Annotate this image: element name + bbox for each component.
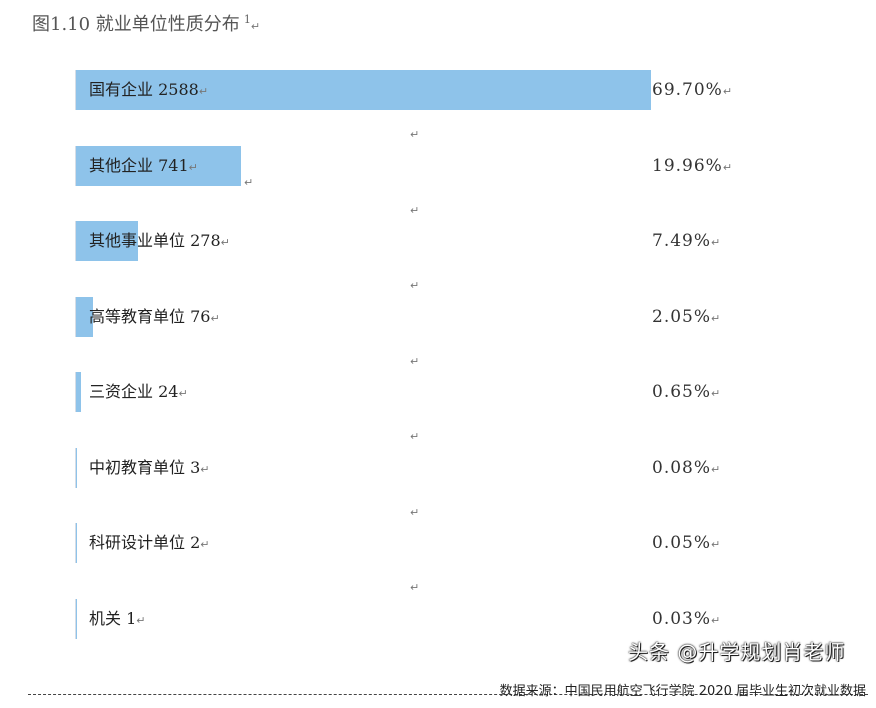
paragraph-mark-icon: ↵ (410, 279, 420, 292)
percent-label: 7.49%↵ (652, 231, 722, 251)
percent-label: 0.03%↵ (652, 608, 722, 629)
category-label: 其他事业单位 278↵ (89, 231, 230, 250)
title-footnote: 1 (243, 13, 251, 26)
watermark: 头条 @升学规划肖老师 (628, 640, 846, 664)
axis-tick (75, 70, 76, 110)
percent-label: 19.96%↵ (652, 155, 734, 176)
axis-tick (75, 598, 76, 639)
paragraph-mark-icon: ↵ (711, 311, 722, 325)
paragraph-mark-icon: ↵ (711, 387, 722, 400)
bar (76, 598, 77, 639)
paragraph-mark-icon: ↵ (722, 160, 734, 174)
bar (76, 296, 93, 337)
category-label: 高等教育单位 76↵ (89, 306, 220, 326)
paragraph-mark-icon: ↵ (711, 236, 722, 249)
paragraph-mark-icon: ↵ (210, 311, 220, 325)
category-label: 机关 1↵ (89, 608, 146, 628)
paragraph-mark-icon: ↵ (220, 236, 230, 249)
paragraph-mark-icon: ↵ (410, 354, 420, 368)
axis-tick (75, 447, 76, 488)
percent-label: 0.08%↵ (652, 457, 722, 478)
paragraph-mark-icon: ↵ (410, 505, 420, 519)
paragraph-mark-icon: ↵ (200, 538, 210, 551)
paragraph-mark-icon: ↵ (200, 462, 210, 476)
bar (76, 70, 651, 110)
chart-title: 图1.10 就业单位性质分布 1↵ (32, 13, 261, 35)
paragraph-mark-icon: ↵ (410, 203, 420, 217)
paragraph-mark-icon: ↵ (250, 20, 261, 33)
paragraph-mark-icon: ↵ (410, 581, 420, 594)
category-label: 科研设计单位 2↵ (89, 533, 210, 552)
bar (76, 372, 82, 412)
axis-tick (75, 523, 76, 563)
percent-label: 2.05%↵ (652, 306, 722, 327)
axis-tick (75, 221, 76, 261)
percent-label: 69.70%↵ (652, 80, 734, 100)
paragraph-mark-icon: ↵ (410, 430, 420, 443)
paragraph-mark-icon: ↵ (711, 538, 722, 551)
percent-label: 0.65%↵ (652, 382, 722, 402)
paragraph-mark-icon: ↵ (136, 613, 146, 627)
axis-tick (75, 296, 76, 337)
bar (76, 221, 138, 261)
axis-tick (75, 145, 76, 186)
axis-tick (75, 372, 76, 412)
paragraph-mark-icon: ↵ (711, 462, 722, 476)
paragraph-mark-icon: ↵ (178, 387, 188, 400)
paragraph-mark-icon: ↵ (711, 613, 722, 627)
paragraph-mark-icon: ↵ (244, 175, 254, 189)
category-label: 其他企业 741↵ (89, 155, 198, 175)
footer-divider (28, 694, 868, 695)
bar (76, 145, 241, 186)
bar (76, 447, 77, 488)
paragraph-mark-icon: ↵ (722, 85, 734, 98)
category-label: 三资企业 24↵ (89, 382, 188, 401)
category-label: 中初教育单位 3↵ (89, 457, 210, 477)
data-source-note: 数据来源：中国民用航空飞行学院 2020 届毕业生初次就业数据 (499, 684, 866, 699)
bar (76, 523, 77, 563)
percent-label: 0.05%↵ (652, 533, 722, 553)
paragraph-mark-icon: ↵ (188, 160, 198, 174)
category-label: 国有企业 2588↵ (89, 80, 209, 99)
paragraph-mark-icon: ↵ (198, 85, 209, 98)
paragraph-mark-icon: ↵ (410, 128, 420, 141)
